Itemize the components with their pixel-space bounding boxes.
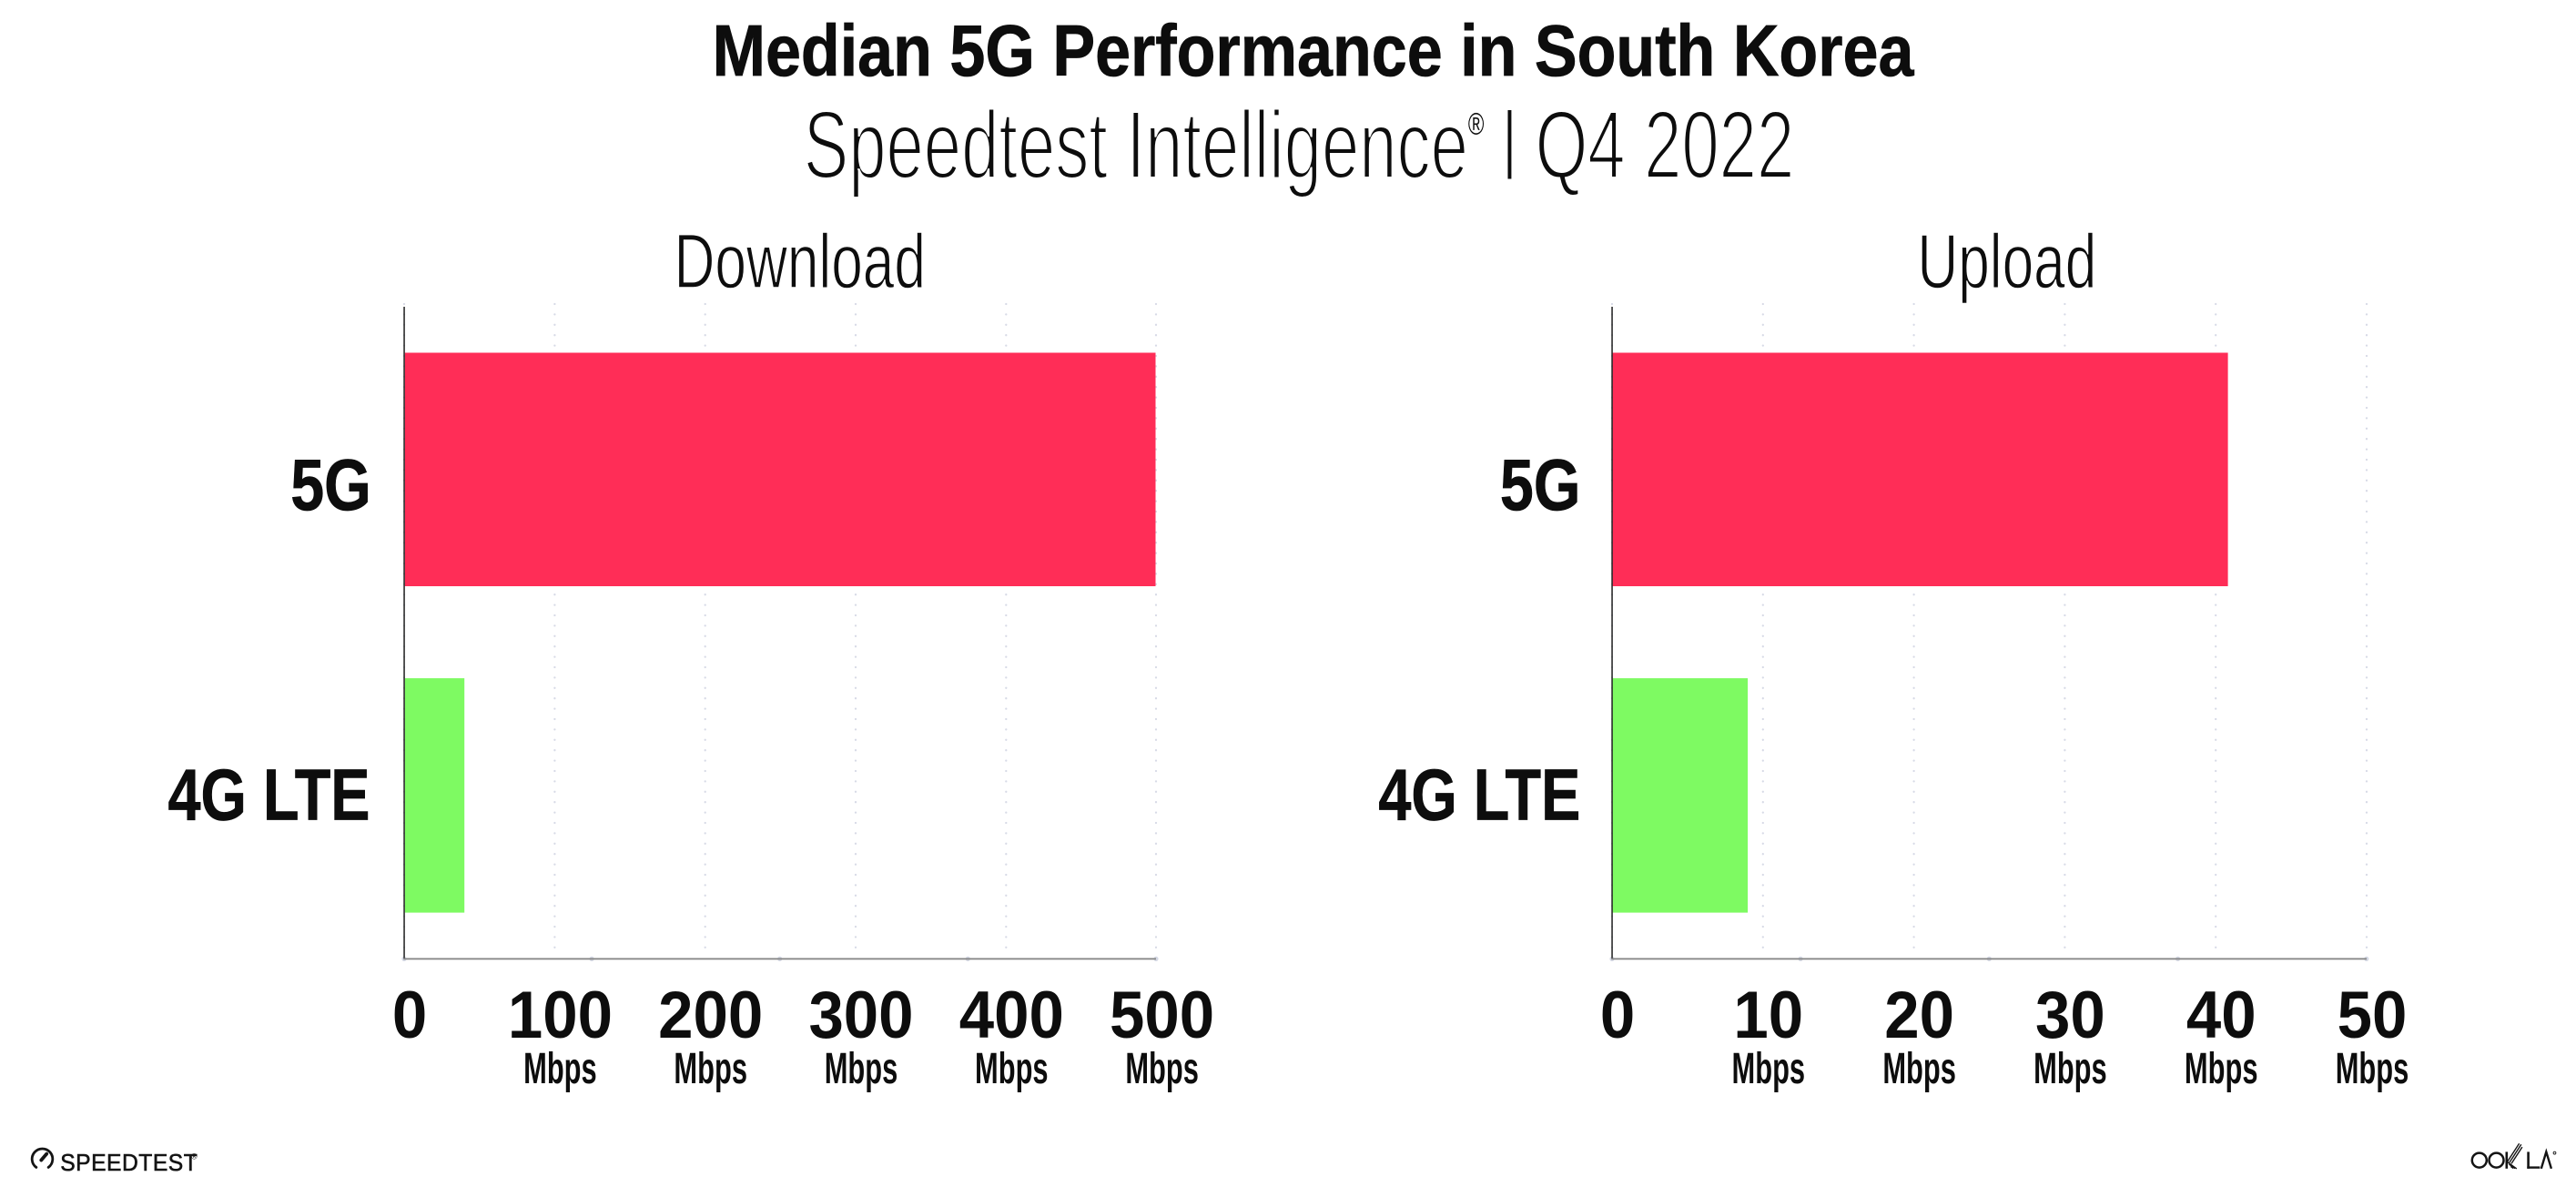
svg-text:Upload: Upload [1917, 218, 2096, 304]
svg-text:Mbps: Mbps [975, 1043, 1049, 1093]
svg-text:Mbps: Mbps [674, 1043, 747, 1093]
svg-text:0: 0 [392, 979, 427, 1052]
svg-text:300: 300 [808, 979, 913, 1052]
svg-text:5G: 5G [1500, 443, 1581, 525]
svg-text:10: 10 [1733, 979, 1803, 1052]
svg-text:40: 40 [2186, 979, 2257, 1052]
svg-text:0: 0 [1600, 979, 1635, 1052]
svg-text:Speedtest Intelligence® | Q4 2: Speedtest Intelligence® | Q4 2022 [804, 92, 1794, 199]
svg-text:Mbps: Mbps [2033, 1043, 2107, 1093]
svg-text:Median 5G Performance in South: Median 5G Performance in South Korea [713, 10, 1915, 91]
svg-text:Mbps: Mbps [2336, 1043, 2409, 1093]
svg-text:20: 20 [1884, 979, 1954, 1052]
svg-text:Mbps: Mbps [523, 1043, 597, 1093]
svg-text:500: 500 [1110, 979, 1214, 1052]
svg-text:5G: 5G [290, 443, 371, 525]
svg-text:Mbps: Mbps [825, 1043, 898, 1093]
svg-text:30: 30 [2035, 979, 2105, 1052]
svg-text:100: 100 [508, 979, 613, 1052]
svg-text:®: ® [191, 1152, 198, 1161]
svg-text:Mbps: Mbps [1882, 1043, 1956, 1093]
svg-text:Download: Download [674, 218, 926, 304]
svg-text:SPEEDTEST: SPEEDTEST [60, 1151, 198, 1177]
svg-text:200: 200 [658, 979, 763, 1052]
svg-text:4G LTE: 4G LTE [1378, 755, 1580, 836]
svg-text:400: 400 [959, 979, 1064, 1052]
svg-text:4G LTE: 4G LTE [168, 755, 370, 836]
svg-text:50: 50 [2338, 979, 2408, 1052]
svg-text:Mbps: Mbps [1732, 1043, 1806, 1093]
svg-text:Mbps: Mbps [2185, 1043, 2258, 1093]
svg-text:Mbps: Mbps [1125, 1043, 1199, 1093]
